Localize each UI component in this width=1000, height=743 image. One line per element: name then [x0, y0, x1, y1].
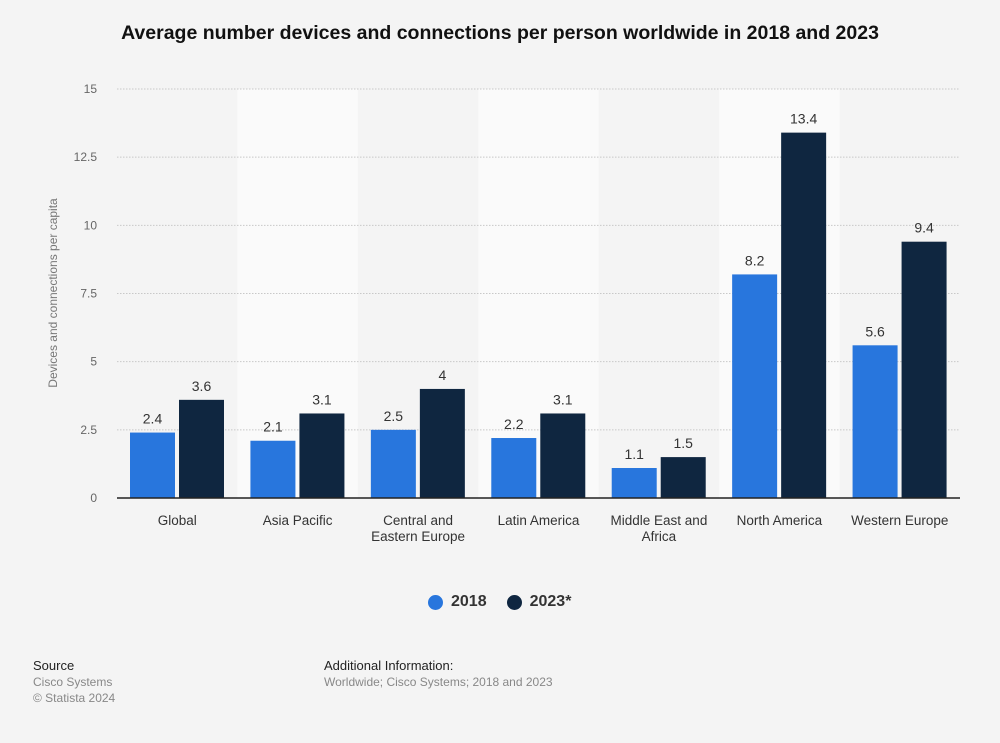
- data-label: 3.1: [312, 391, 332, 407]
- data-label: 5.6: [865, 323, 885, 339]
- x-tick-label: Global: [158, 513, 197, 528]
- bar-chart: 0 2.5 5 7.5 10 12.5 15 Devices and connections …: [46, 82, 960, 544]
- data-label: 4: [438, 367, 446, 383]
- y-tick-label: 0: [90, 491, 97, 505]
- data-label: 2.1: [263, 419, 283, 435]
- bar-2023-0: [179, 399, 224, 498]
- data-label: 2.2: [504, 416, 524, 432]
- bar-2018-1: [250, 440, 296, 498]
- legend-marker-2018: [428, 594, 443, 610]
- x-tick-label: Middle East and: [611, 513, 708, 528]
- x-tick-label: Western Europe: [851, 513, 948, 528]
- bar-2023-1: [299, 413, 345, 498]
- x-tick-label: Africa: [642, 529, 677, 544]
- legend: 2018 2023*: [428, 593, 583, 611]
- x-tick-label: Central and: [383, 513, 453, 528]
- source-heading: Source: [33, 658, 75, 673]
- source-name[interactable]: Cisco Systems: [33, 675, 113, 689]
- y-tick-label: 5: [90, 355, 97, 369]
- bar-2023-2: [419, 388, 465, 498]
- bar-2018-5: [732, 274, 778, 498]
- x-tick-label: North America: [737, 513, 823, 528]
- legend-item-2023[interactable]: 2023*: [506, 593, 572, 611]
- legend-item-2018[interactable]: 2018: [428, 593, 487, 611]
- bar-2018-6: [852, 345, 898, 498]
- legend-label: 2018: [451, 593, 487, 610]
- legend-marker-2023: [506, 594, 522, 610]
- bar-2018-3: [491, 438, 537, 498]
- data-label: 13.4: [790, 111, 817, 127]
- bar-2023-4: [660, 457, 706, 498]
- info-heading: Additional Information:: [324, 658, 454, 673]
- legend-label: 2023*: [529, 593, 572, 610]
- y-tick-label: 10: [84, 218, 98, 232]
- chart-title: Average number devices and connections p…: [121, 22, 879, 44]
- bar-2023-3: [540, 413, 586, 498]
- data-label: 3.1: [553, 391, 573, 407]
- bar-2018-4: [611, 468, 657, 498]
- bar-2023-5: [781, 132, 827, 499]
- y-tick-label: 15: [84, 82, 98, 96]
- y-axis-label: Devices and connections per capita: [46, 198, 60, 388]
- bar-2018-2: [370, 429, 416, 498]
- data-label: 1.5: [673, 435, 693, 451]
- data-label: 1.1: [624, 446, 644, 462]
- data-label: 9.4: [914, 220, 934, 236]
- x-tick-label: Latin America: [498, 513, 580, 528]
- data-label: 2.5: [384, 408, 404, 424]
- y-tick-label: 12.5: [74, 150, 98, 164]
- data-label: 8.2: [745, 252, 765, 268]
- x-tick-label: Asia Pacific: [263, 513, 333, 528]
- y-tick-label: 2.5: [80, 423, 97, 437]
- additional-info: Additional Information: Worldwide; Cisco…: [324, 658, 553, 690]
- copyright[interactable]: © Statista 2024: [33, 691, 116, 705]
- source-block: Source Cisco Systems © Statista 2024: [33, 658, 115, 706]
- bar-2023-6: [901, 241, 947, 498]
- data-label: 2.4: [143, 411, 163, 427]
- bar-2018-0: [130, 432, 175, 498]
- x-tick-label: Eastern Europe: [371, 529, 465, 544]
- y-tick-label: 7.5: [80, 287, 97, 301]
- data-label: 3.6: [192, 378, 212, 394]
- info-text: Worldwide; Cisco Systems; 2018 and 2023: [324, 675, 553, 689]
